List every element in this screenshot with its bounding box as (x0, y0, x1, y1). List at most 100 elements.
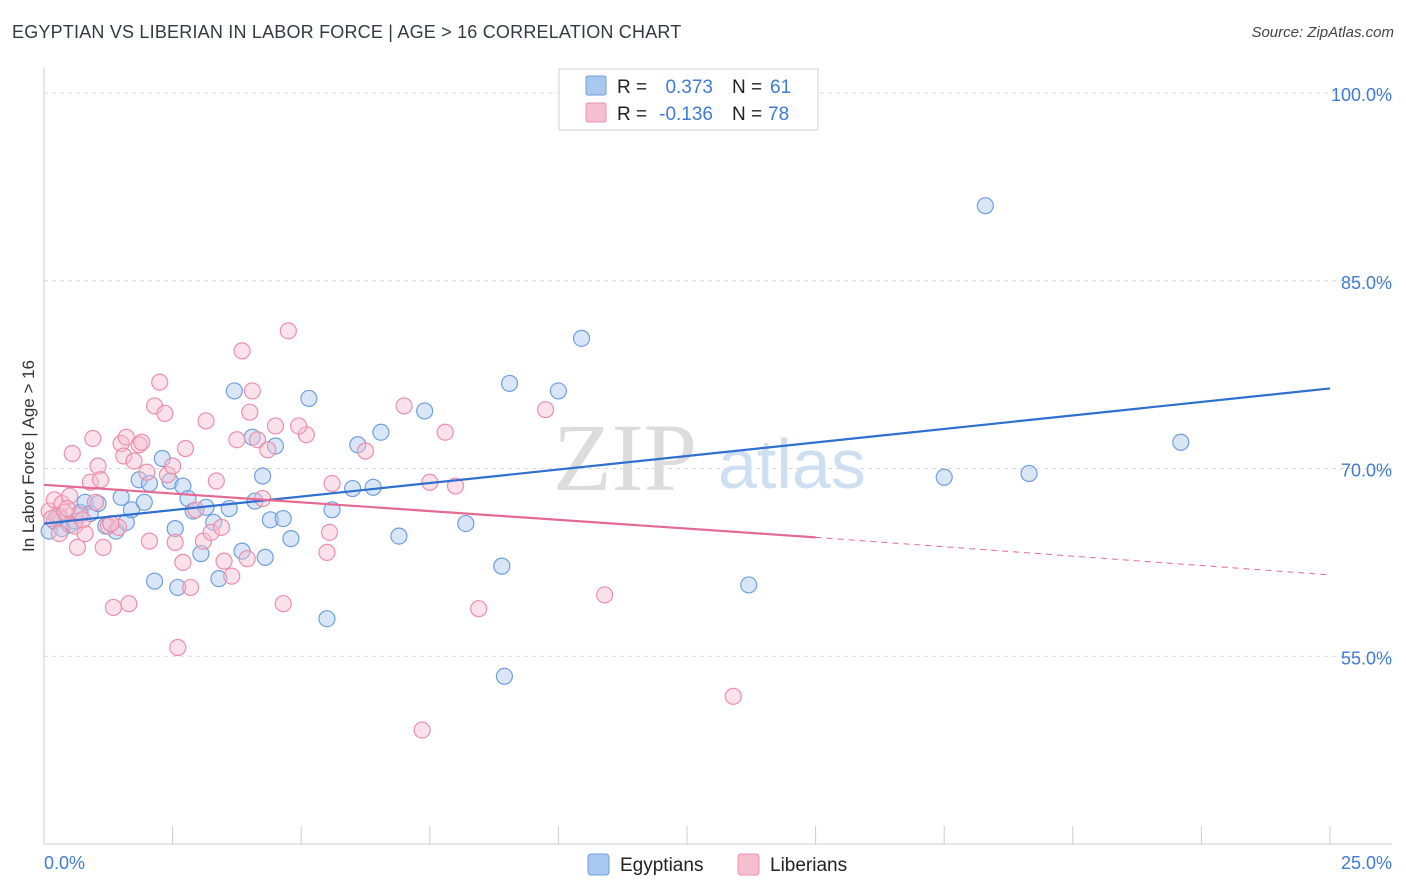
liberian-point (91, 471, 110, 489)
liberian-point (176, 439, 195, 458)
liberian-point (320, 523, 339, 541)
liberian-point (318, 543, 336, 561)
legend-n-label-liberians: N = (732, 104, 762, 125)
liberian-point (223, 567, 241, 585)
liberian-point (76, 524, 94, 543)
egyptian-point (740, 576, 758, 594)
liberian-point (158, 466, 177, 484)
liberian-point (241, 403, 259, 421)
series-liberians-points (40, 322, 742, 739)
egyptian-point (1172, 433, 1190, 451)
egyptian-point (344, 479, 362, 498)
liberian-point (125, 452, 143, 470)
egyptian-point (261, 511, 279, 529)
watermark: ZIP atlas (553, 404, 866, 511)
y-axis-title: In Labor Force | Age > 16 (19, 360, 38, 552)
egyptian-point (145, 572, 164, 590)
liberian-point (596, 586, 614, 604)
liberian-point (202, 523, 220, 541)
gridlines (44, 92, 1392, 657)
liberian-point (138, 463, 156, 481)
liberian-point (164, 457, 182, 475)
liberian-point (50, 524, 69, 543)
liberian-point (81, 473, 99, 491)
liberian-point (215, 552, 233, 570)
egyptian-point (457, 514, 475, 533)
liberian-point (84, 429, 102, 448)
liberian-point (259, 441, 277, 459)
egyptian-point (169, 578, 187, 597)
liberian-point (115, 447, 133, 465)
egyptian-point (976, 197, 994, 215)
egyptian-point (493, 557, 511, 575)
liberian-point (58, 499, 76, 518)
legend-bottom: Egyptians Liberians (587, 853, 847, 876)
egyptian-point (225, 382, 243, 400)
liberian-point (413, 721, 431, 739)
liberian-point (182, 578, 200, 597)
egyptian-point (192, 545, 210, 563)
y-tick-label: 100.0% (1331, 85, 1392, 105)
watermark-atlas: atlas (718, 425, 866, 503)
liberian-point (436, 423, 454, 441)
legend-n-label-egyptians: N = (732, 77, 762, 98)
axes (43, 68, 1392, 845)
egyptian-point (254, 467, 272, 485)
liberian-point (130, 436, 148, 454)
liberian-point (68, 538, 87, 556)
egyptian-point (500, 374, 519, 393)
liberian-point (279, 322, 297, 340)
liberian-point (207, 472, 225, 490)
liberian-point (446, 477, 465, 495)
egyptian-point (135, 493, 153, 511)
egyptian-point (549, 382, 568, 400)
x-tick-label-min: 0.0% (44, 853, 85, 873)
liberian-point (238, 550, 256, 568)
liberian-point (323, 474, 341, 493)
liberian-point (274, 595, 292, 613)
liberian-point (120, 595, 138, 613)
egyptian-point (572, 329, 591, 347)
liberian-point (166, 533, 184, 551)
liberian-point (169, 638, 187, 657)
legend-swatch-liberians (585, 102, 607, 123)
liberian-point (61, 487, 79, 505)
y-tick-label: 55.0% (1341, 648, 1392, 668)
liberian-point (724, 687, 742, 705)
legend-top: R = 0.373 N = 61 R = -0.136 N = 78 (558, 68, 819, 131)
liberian-point (212, 518, 231, 536)
liberian-point (117, 428, 135, 446)
legend-bottom-swatch-egyptians (587, 853, 610, 876)
egyptian-point (282, 530, 300, 548)
liberian-point (536, 401, 555, 419)
legend-bottom-label-liberians: Liberians (770, 855, 847, 876)
liberian-point (395, 397, 413, 415)
legend-bottom-swatch-liberians (737, 853, 760, 876)
liberian-point (266, 417, 285, 435)
x-ticks (43, 826, 1331, 844)
liberian-point (356, 442, 375, 460)
legend-r-value-egyptians: 0.373 (665, 77, 713, 98)
trend-lines (43, 387, 1331, 576)
liberian-point (290, 417, 308, 435)
egyptian-point (390, 527, 408, 545)
liberian-point (63, 444, 81, 463)
legend-r-value-liberians: -0.136 (659, 104, 713, 125)
liberian-point (86, 493, 105, 511)
egyptian-point (256, 548, 274, 566)
legend-n-value-egyptians: 61 (770, 77, 791, 98)
liberian-point (248, 431, 267, 449)
liberian-point (174, 553, 192, 571)
source-label: Source: ZipAtlas.com (1251, 24, 1394, 41)
egyptian-point (323, 501, 341, 519)
trend-line-liberians (43, 483, 816, 539)
egyptian-point (1020, 464, 1038, 483)
liberian-point (156, 404, 174, 423)
liberian-point (94, 538, 112, 556)
egyptian-point (935, 468, 953, 486)
trend-line-egyptians (43, 387, 1331, 525)
liberian-point (140, 532, 159, 550)
legend-r-label-liberians: R = (617, 104, 647, 125)
legend-r-label-egyptians: R = (617, 77, 647, 98)
